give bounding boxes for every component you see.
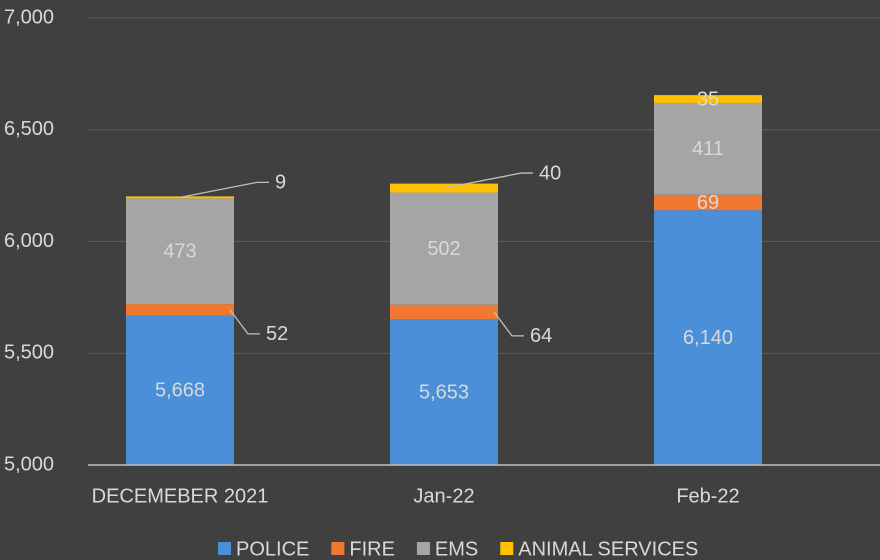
bar-segment (654, 102, 762, 195)
leader-line (443, 172, 533, 189)
leader-line (179, 181, 269, 198)
data-label: 69 (697, 192, 719, 214)
legend-label: POLICE (236, 538, 309, 560)
bar-segment (126, 315, 234, 465)
legend-swatch (218, 542, 231, 555)
y-tick-label: 7,000 (4, 6, 54, 28)
data-label: 40 (539, 162, 561, 184)
data-label: 52 (266, 323, 288, 345)
data-label: 411 (692, 138, 724, 160)
leader-line (493, 311, 524, 337)
leader-line (229, 309, 260, 335)
legend-swatch (331, 542, 345, 555)
data-label: 9 (275, 172, 286, 194)
data-label: 502 (427, 238, 460, 260)
bar-segment (390, 304, 498, 320)
data-label: 473 (163, 241, 196, 263)
legend-label: FIRE (349, 538, 395, 560)
data-label: 5,668 (155, 380, 205, 402)
x-tick-label: DECEMEBER 2021 (92, 485, 269, 507)
bar-segment (654, 95, 762, 103)
bar-segment (654, 210, 762, 465)
x-tick-label: Jan-22 (413, 485, 474, 507)
legend-swatch (416, 542, 430, 555)
y-tick-label: 5,000 (4, 453, 54, 475)
bar-segment (654, 194, 762, 211)
y-tick-label: 5,500 (4, 342, 54, 364)
legend-label: ANIMAL SERVICES (518, 538, 698, 560)
data-label: 64 (530, 325, 552, 347)
legend-label: EMS (435, 538, 478, 560)
bar-segment (390, 192, 498, 305)
bar-segment (390, 319, 498, 465)
bar-segment (126, 304, 234, 316)
bar-segment (126, 198, 234, 305)
x-tick-label: Feb-22 (676, 485, 739, 507)
y-tick-label: 6,500 (4, 118, 54, 140)
y-tick-label: 6,000 (4, 230, 54, 252)
legend-swatch (500, 542, 514, 555)
data-label: 5,653 (419, 381, 469, 403)
data-label: 35 (697, 88, 719, 110)
data-label: 6,140 (683, 327, 733, 349)
